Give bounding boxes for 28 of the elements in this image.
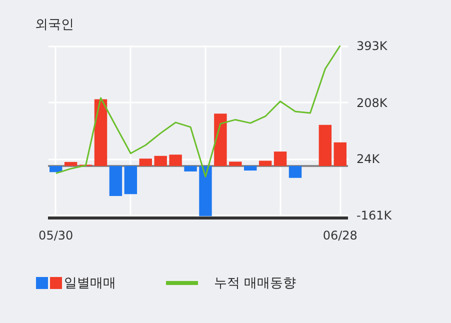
bar xyxy=(49,166,62,172)
bar xyxy=(334,142,347,166)
bar xyxy=(94,99,108,166)
bar xyxy=(64,162,78,166)
bar xyxy=(244,166,257,171)
bar xyxy=(288,166,302,178)
y-tick-label: 24K xyxy=(356,152,381,166)
bar xyxy=(109,166,122,196)
bar xyxy=(184,166,197,172)
bar xyxy=(199,166,212,216)
bar xyxy=(154,156,167,166)
y-tick-label: 393K xyxy=(356,39,388,54)
x-tick-label: 05/30 xyxy=(38,228,74,242)
bar xyxy=(139,158,152,166)
x-tick-label: 06/28 xyxy=(322,228,358,242)
bar xyxy=(169,154,182,166)
bar xyxy=(214,114,227,166)
bar xyxy=(229,162,242,166)
bar xyxy=(318,124,332,166)
legend-label: 일별매매 xyxy=(64,275,116,292)
y-tick-label: 208K xyxy=(356,96,388,110)
bar xyxy=(258,160,272,166)
y-tick-label: -161K xyxy=(356,208,393,223)
bar xyxy=(124,166,138,194)
legend-label: 누적 매매동향 xyxy=(214,275,296,292)
chart-title: 외국인 xyxy=(35,18,74,33)
bar xyxy=(274,152,287,166)
line-series xyxy=(55,44,341,178)
